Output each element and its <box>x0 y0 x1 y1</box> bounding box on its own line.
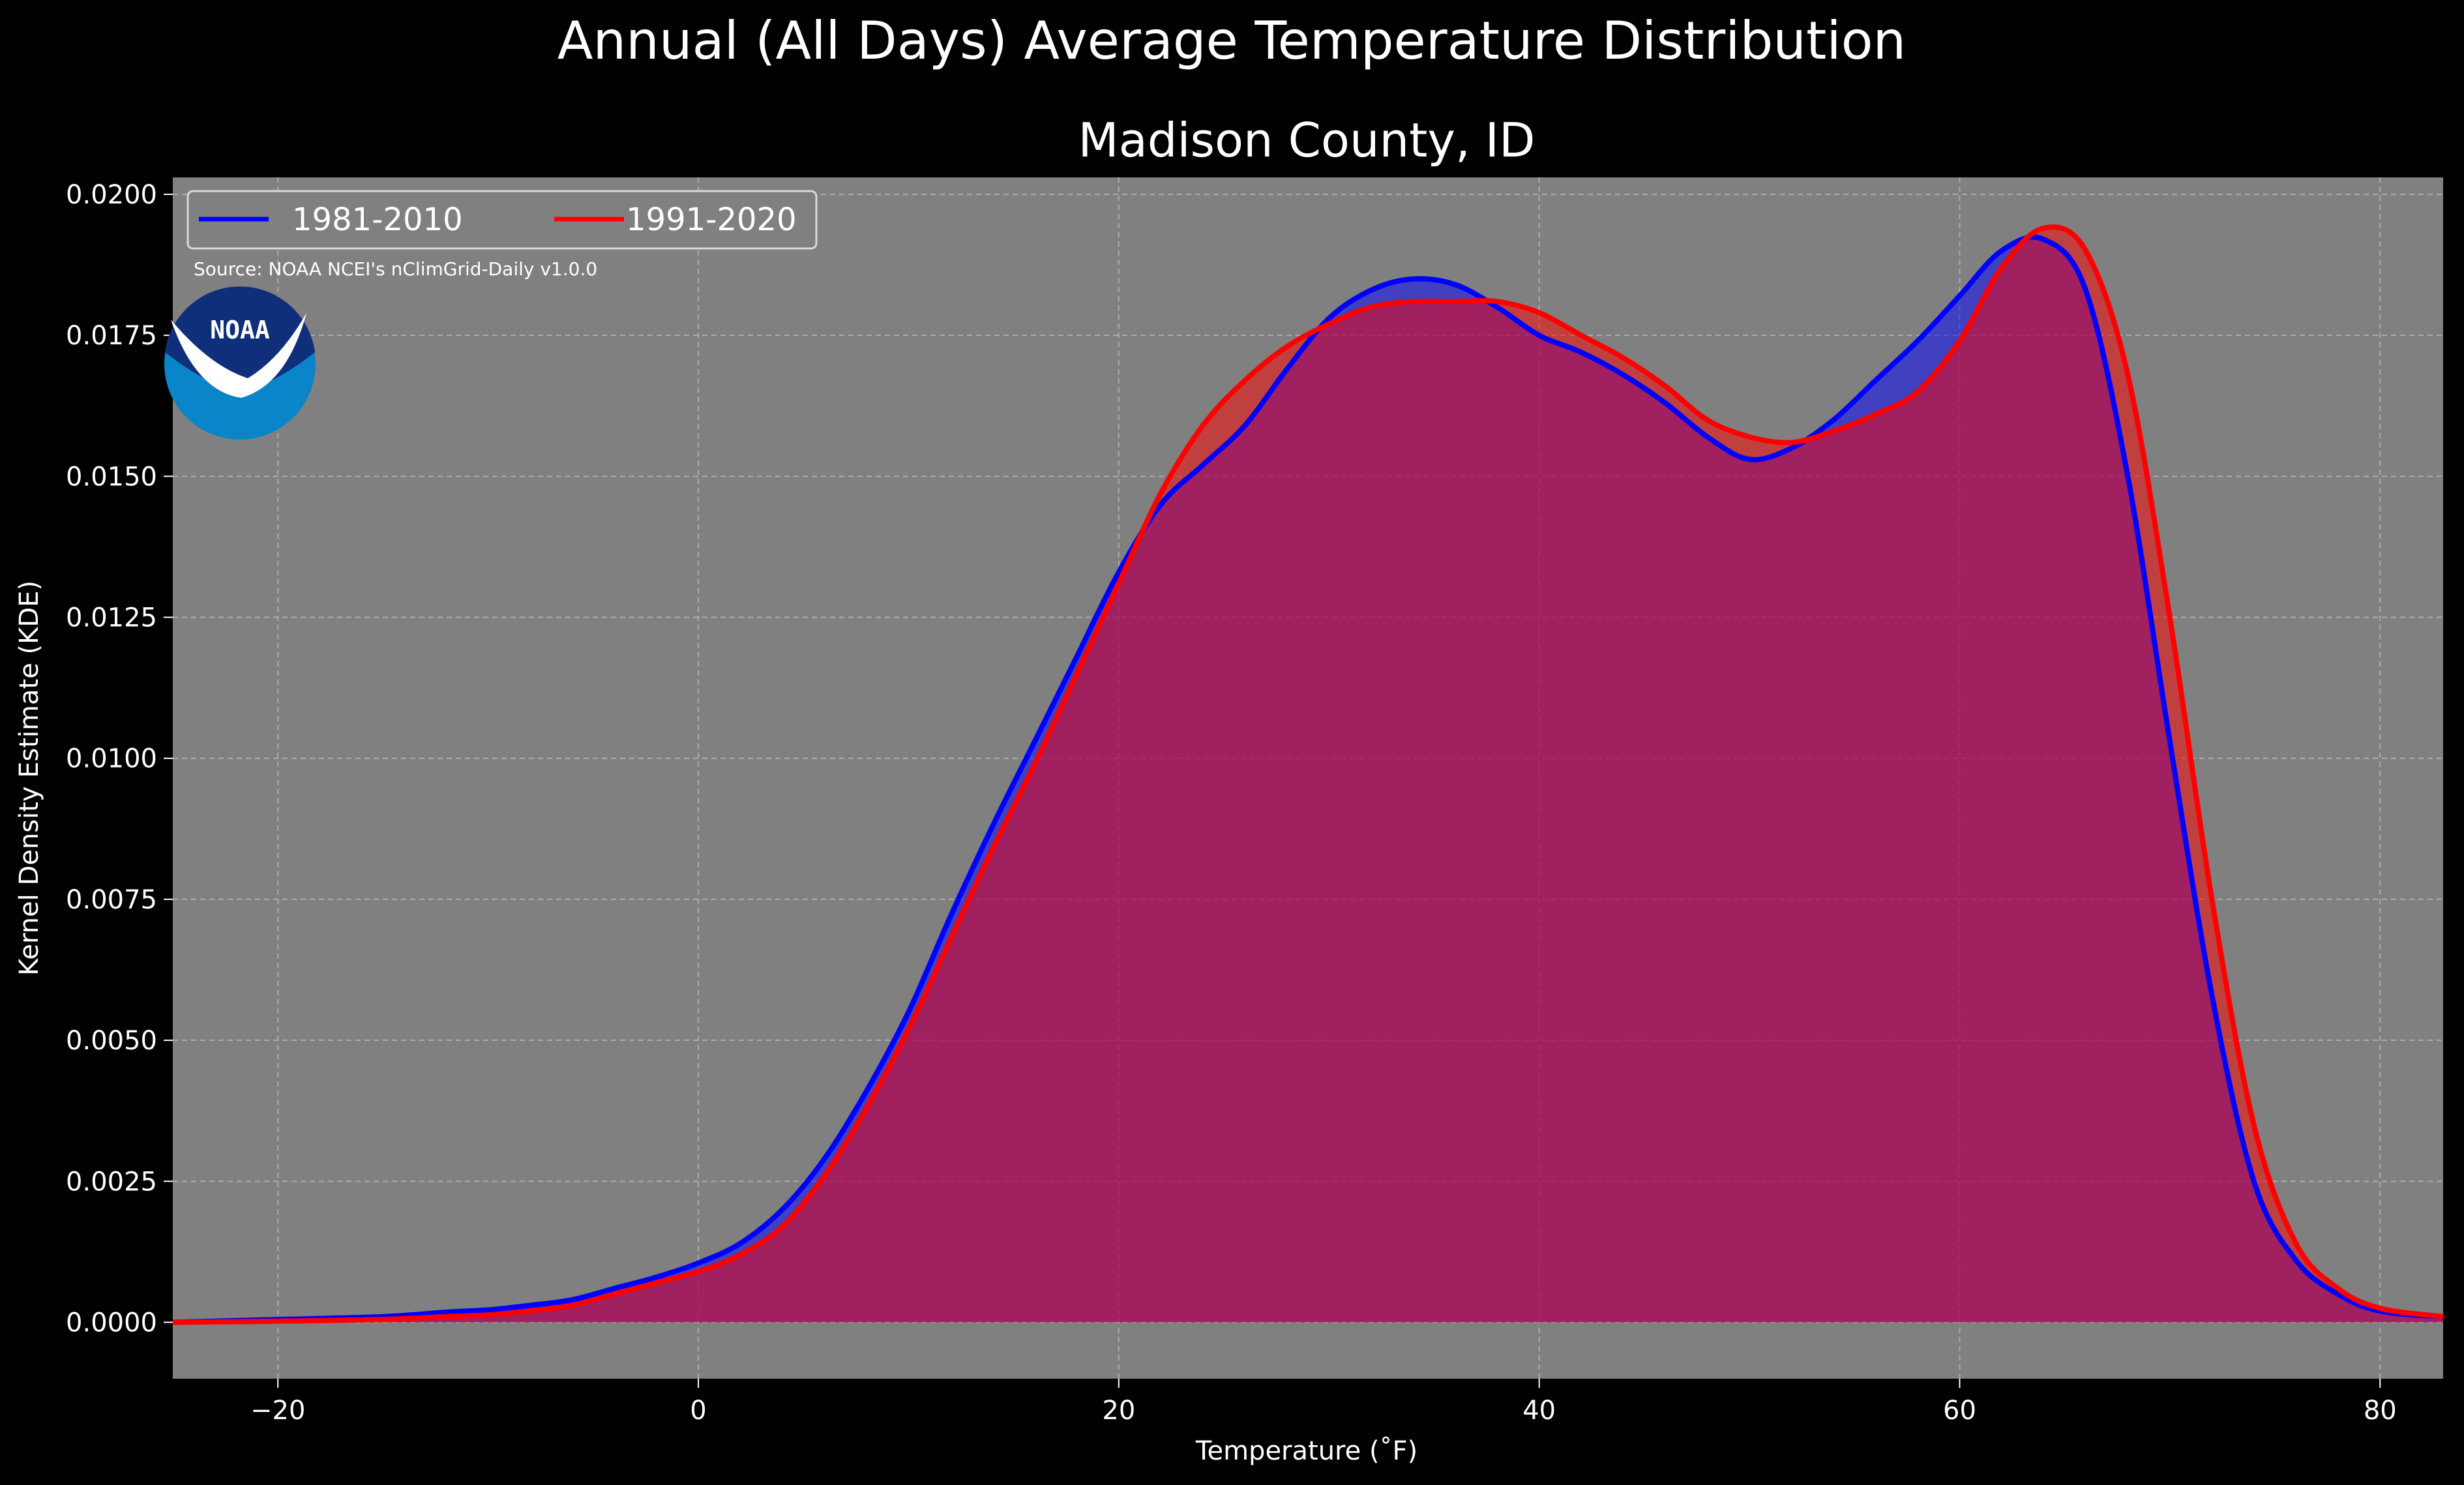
legend-label-1981-2010: 1981-2010 <box>292 202 463 238</box>
x-tick-label: 80 <box>2364 1396 2397 1426</box>
chart-subtitle: Madison County, ID <box>1078 113 1536 168</box>
y-axis-label: Kernel Density Estimate (KDE) <box>14 580 44 976</box>
y-tick-label: 0.0125 <box>66 603 157 633</box>
legend-label-1991-2020: 1991-2020 <box>626 202 797 238</box>
y-axis: 0.0000 0.0025 0.0050 0.0075 0.0100 0.0125 0.01… <box>66 180 173 1338</box>
y-tick-label: 0.0150 <box>66 462 157 492</box>
x-tick-label: 60 <box>1943 1396 1976 1426</box>
legend-frame <box>186 190 818 250</box>
series-lines <box>172 224 2444 1325</box>
logo-gull-wing-icon <box>215 377 274 392</box>
series-line-1991-2020 <box>172 224 2444 1325</box>
y-tick-label: 0.0200 <box>66 180 157 210</box>
y-tick-label: 0.0025 <box>66 1167 157 1197</box>
series-fills <box>173 227 2443 1323</box>
chart-title: Annual (All Days) Average Temperature Di… <box>557 10 1906 71</box>
noaa-logo: NOAA <box>164 286 316 440</box>
x-axis: −20 0 20 40 60 80 <box>250 1379 2397 1426</box>
source-note: Source: NOAA NCEI's nClimGrid-Daily v1.0… <box>194 258 597 280</box>
logo-text: NOAA <box>210 316 270 344</box>
logo-gull-icon <box>171 313 306 398</box>
x-tick-label: 20 <box>1102 1396 1135 1426</box>
x-tick-label: 40 <box>1522 1396 1556 1426</box>
y-tick-label: 0.0050 <box>66 1026 157 1056</box>
y-tick-label: 0.0000 <box>66 1308 157 1338</box>
series-line-1981-2010 <box>172 234 2444 1325</box>
x-tick-label: −20 <box>250 1396 305 1426</box>
series-fill-1991-2020 <box>173 227 2443 1323</box>
x-tick-label: 0 <box>690 1396 706 1426</box>
y-tick-label: 0.0100 <box>66 744 157 774</box>
legend: 1981-2010 1991-2020 <box>186 190 818 250</box>
x-axis-label: Temperature (˚F) <box>1195 1436 1418 1466</box>
y-tick-label: 0.0075 <box>66 885 157 915</box>
y-tick-label: 0.0175 <box>66 321 157 351</box>
